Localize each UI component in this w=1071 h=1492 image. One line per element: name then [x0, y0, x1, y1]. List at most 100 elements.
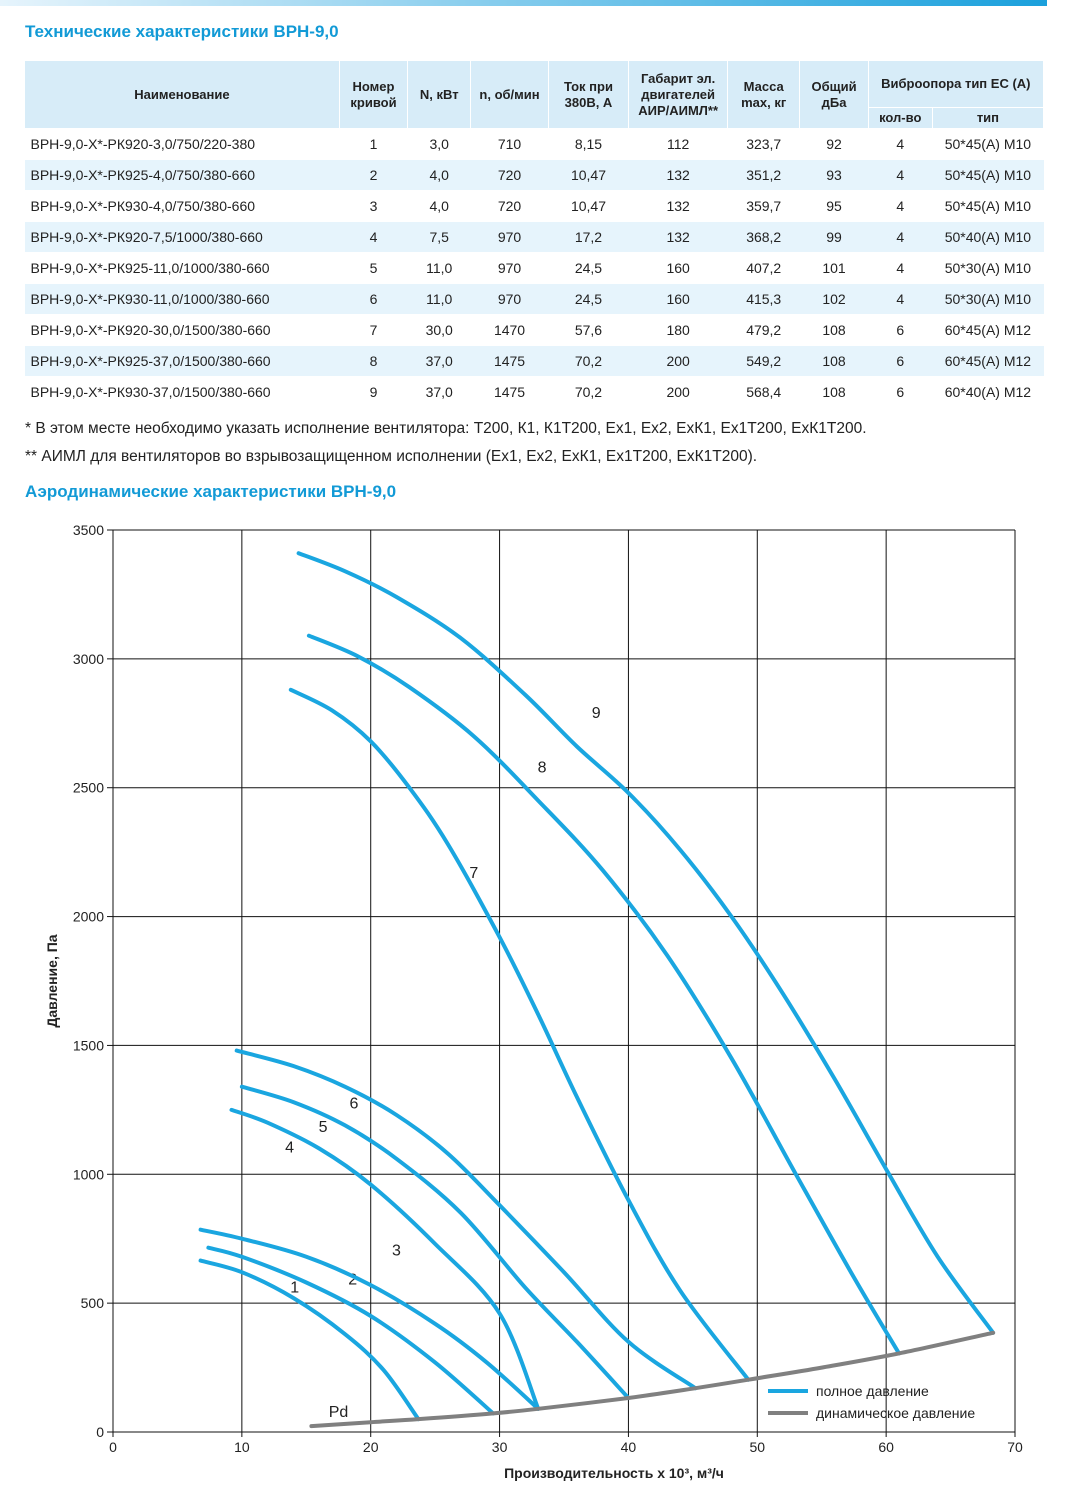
cell-count: 4 [868, 252, 933, 284]
cell-current: 70,2 [548, 345, 629, 377]
series-label-9: 9 [592, 705, 601, 722]
specs-table: Наименование Номер кривой N, кВт n, об/м… [24, 60, 1045, 408]
series-label-8: 8 [538, 759, 547, 776]
cell-motor: 132 [628, 221, 728, 253]
cell-current: 10,47 [548, 190, 629, 222]
cell-noise: 92 [799, 128, 869, 160]
header-vibro-count: кол-во [867, 107, 933, 129]
cell-current: 8,15 [548, 128, 629, 160]
table-row: ВРН-9,0-Х*-РК925-4,0/750/380-660 2 4,0 720 1… [24, 159, 1044, 191]
cell-current: 70,2 [548, 376, 629, 408]
cell-mass: 549,2 [727, 345, 800, 377]
y-tick-label: 3000 [73, 651, 104, 667]
x-tick-label: 60 [878, 1439, 894, 1455]
y-tick-label: 1000 [73, 1166, 104, 1182]
cell-curve: 9 [339, 376, 408, 408]
cell-mass: 415,3 [727, 283, 800, 315]
cell-curve: 4 [339, 221, 408, 253]
legend-label-full: полное давление [816, 1383, 929, 1399]
cell-count: 4 [868, 283, 933, 315]
cell-rpm: 1475 [470, 345, 549, 377]
header-current: Ток при 380В, А [547, 60, 630, 129]
cell-power: 7,5 [407, 221, 471, 253]
cell-rpm: 710 [470, 128, 549, 160]
dynamic-label: Pd [329, 1404, 349, 1421]
cell-power: 30,0 [407, 314, 471, 346]
cell-curve: 5 [339, 252, 408, 284]
legend-label-dynamic: динамическое давление [816, 1405, 975, 1421]
cell-type: 60*40(А) М12 [932, 376, 1044, 408]
cell-rpm: 970 [470, 283, 549, 315]
table-row: ВРН-9,0-Х*-РК920-30,0/1500/380-660 7 30,0 1… [24, 314, 1044, 346]
cell-curve: 7 [339, 314, 408, 346]
cell-curve: 6 [339, 283, 408, 315]
cell-curve: 8 [339, 345, 408, 377]
cell-rpm: 720 [470, 190, 549, 222]
cell-current: 17,2 [548, 221, 629, 253]
cell-curve: 1 [339, 128, 408, 160]
series-line-5 [239, 1084, 631, 1400]
cell-motor: 160 [628, 252, 728, 284]
cell-rpm: 970 [470, 252, 549, 284]
cell-name: ВРН-9,0-Х*-РК920-3,0/750/220-380 [24, 128, 340, 160]
cell-noise: 95 [799, 190, 869, 222]
cell-type: 50*45(А) М10 [932, 190, 1044, 222]
series-line-2 [206, 1245, 496, 1416]
cell-mass: 351,2 [727, 159, 800, 191]
x-tick-label: 0 [109, 1439, 117, 1455]
cell-type: 50*40(А) М10 [932, 221, 1044, 253]
cell-rpm: 1470 [470, 314, 549, 346]
series-line-9 [296, 551, 996, 1335]
cell-type: 60*45(А) М12 [932, 345, 1044, 377]
table-row: ВРН-9,0-Х*-РК925-37,0/1500/380-660 8 37,0 1… [24, 345, 1044, 377]
cell-name: ВРН-9,0-Х*-РК930-37,0/1500/380-660 [24, 376, 340, 408]
cell-name: ВРН-9,0-Х*-РК930-11,0/1000/380-660 [24, 283, 340, 315]
cell-type: 50*30(А) М10 [932, 283, 1044, 315]
cell-curve: 2 [339, 159, 408, 191]
y-tick-label: 0 [96, 1424, 104, 1440]
y-tick-label: 3500 [73, 522, 104, 538]
cell-mass: 407,2 [727, 252, 800, 284]
cell-motor: 112 [628, 128, 728, 160]
series-line-4 [229, 1107, 541, 1411]
cell-motor: 180 [628, 314, 728, 346]
cell-motor: 160 [628, 283, 728, 315]
series-line-7 [288, 687, 751, 1382]
x-tick-label: 30 [492, 1439, 508, 1455]
cell-count: 6 [868, 314, 933, 346]
table-row: ВРН-9,0-Х*-РК930-4,0/750/380-660 3 4,0 720 1… [24, 190, 1044, 222]
series-label-1: 1 [290, 1279, 299, 1296]
cell-motor: 132 [628, 190, 728, 222]
cell-count: 6 [868, 376, 933, 408]
header-vibro: Виброопора тип ЕС (А) [867, 60, 1045, 108]
cell-noise: 108 [799, 376, 869, 408]
footnote-2: ** АИМЛ для вентиляторов во взрывозащище… [25, 448, 758, 465]
cell-power: 37,0 [407, 345, 471, 377]
x-tick-label: 20 [363, 1439, 379, 1455]
x-tick-label: 40 [621, 1439, 637, 1455]
cell-noise: 108 [799, 345, 869, 377]
specs-table-body: ВРН-9,0-Х*-РК920-3,0/750/220-380 1 3,0 710 8… [24, 128, 1044, 408]
series-line-6 [234, 1048, 698, 1391]
cell-rpm: 970 [470, 221, 549, 253]
cell-current: 24,5 [548, 283, 629, 315]
top-accent-bar [0, 0, 1047, 6]
series-line-1 [198, 1258, 421, 1422]
cell-mass: 368,2 [727, 221, 800, 253]
cell-type: 50*30(А) М10 [932, 252, 1044, 284]
x-axis-label: Производительность х 10³, м³/ч [504, 1465, 724, 1481]
table-row: ВРН-9,0-Х*-РК920-7,5/1000/380-660 4 7,5 970… [24, 221, 1044, 253]
cell-rpm: 1475 [470, 376, 549, 408]
series-label-5: 5 [319, 1119, 328, 1136]
cell-mass: 479,2 [727, 314, 800, 346]
cell-type: 50*45(А) М10 [932, 128, 1044, 160]
cell-noise: 102 [799, 283, 869, 315]
cell-name: ВРН-9,0-Х*-РК920-7,5/1000/380-660 [24, 221, 340, 253]
series-line-3 [198, 1227, 541, 1411]
cell-motor: 200 [628, 345, 728, 377]
header-name: Наименование [24, 60, 340, 129]
cell-noise: 108 [799, 314, 869, 346]
cell-noise: 99 [799, 221, 869, 253]
cell-noise: 93 [799, 159, 869, 191]
